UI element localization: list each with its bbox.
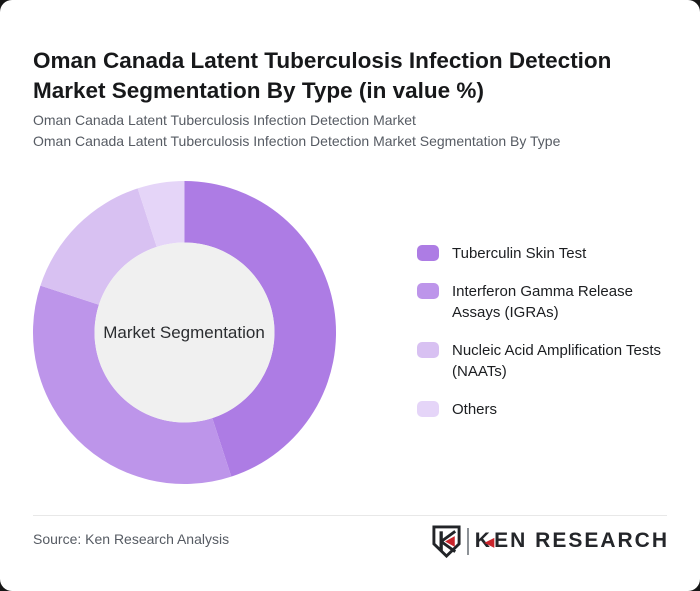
logo-separator bbox=[466, 527, 469, 555]
ken-research-wordmark: K ◀ EN RESEARCH bbox=[475, 529, 669, 553]
chart-subtitle: Oman Canada Latent Tuberculosis Infectio… bbox=[33, 110, 673, 152]
legend-item: Interferon Gamma Release Assays (IGRAs) bbox=[417, 281, 664, 323]
footer-divider bbox=[33, 515, 667, 516]
donut-chart bbox=[31, 179, 338, 486]
legend-swatch bbox=[417, 245, 439, 261]
wordmark-rest: EN RESEARCH bbox=[494, 529, 669, 552]
ken-research-badge-icon bbox=[432, 525, 461, 558]
page-title: Oman Canada Latent Tuberculosis Infectio… bbox=[33, 48, 612, 104]
legend-item: Nucleic Acid Amplification Tests (NAATs) bbox=[417, 340, 664, 382]
legend-swatch bbox=[417, 342, 439, 358]
subtitle-line-1: Oman Canada Latent Tuberculosis Infectio… bbox=[33, 112, 416, 128]
donut-inner-circle bbox=[94, 242, 275, 423]
wordmark-red-triangle-icon: ◀ bbox=[484, 535, 495, 549]
legend-label: Tuberculin Skin Test bbox=[452, 245, 587, 262]
donut-svg bbox=[32, 181, 337, 485]
wordmark-k: K bbox=[474, 529, 492, 552]
donut-slice bbox=[32, 285, 232, 485]
legend-label: Others bbox=[452, 401, 498, 418]
legend-swatch bbox=[417, 283, 439, 299]
donut-slice bbox=[137, 181, 185, 247]
donut-slice bbox=[184, 181, 337, 477]
legend-swatch bbox=[417, 401, 439, 417]
subtitle-line-2: Oman Canada Latent Tuberculosis Infectio… bbox=[33, 133, 561, 149]
donut-center-label: Market Segmentation bbox=[103, 323, 265, 342]
legend-item: Tuberculin Skin Test bbox=[417, 243, 664, 264]
chart-legend: Tuberculin Skin Test Interferon Gamma Rel… bbox=[417, 243, 664, 420]
legend-label: Interferon Gamma Release Assays (IGRAs) bbox=[452, 283, 633, 321]
ken-research-logo: K ◀ EN RESEARCH bbox=[431, 524, 669, 558]
legend-label: Nucleic Acid Amplification Tests (NAATs) bbox=[452, 342, 661, 380]
legend-item: Others bbox=[417, 399, 664, 420]
source-text: Source: Ken Research Analysis bbox=[33, 531, 230, 547]
donut-slice bbox=[40, 188, 157, 305]
